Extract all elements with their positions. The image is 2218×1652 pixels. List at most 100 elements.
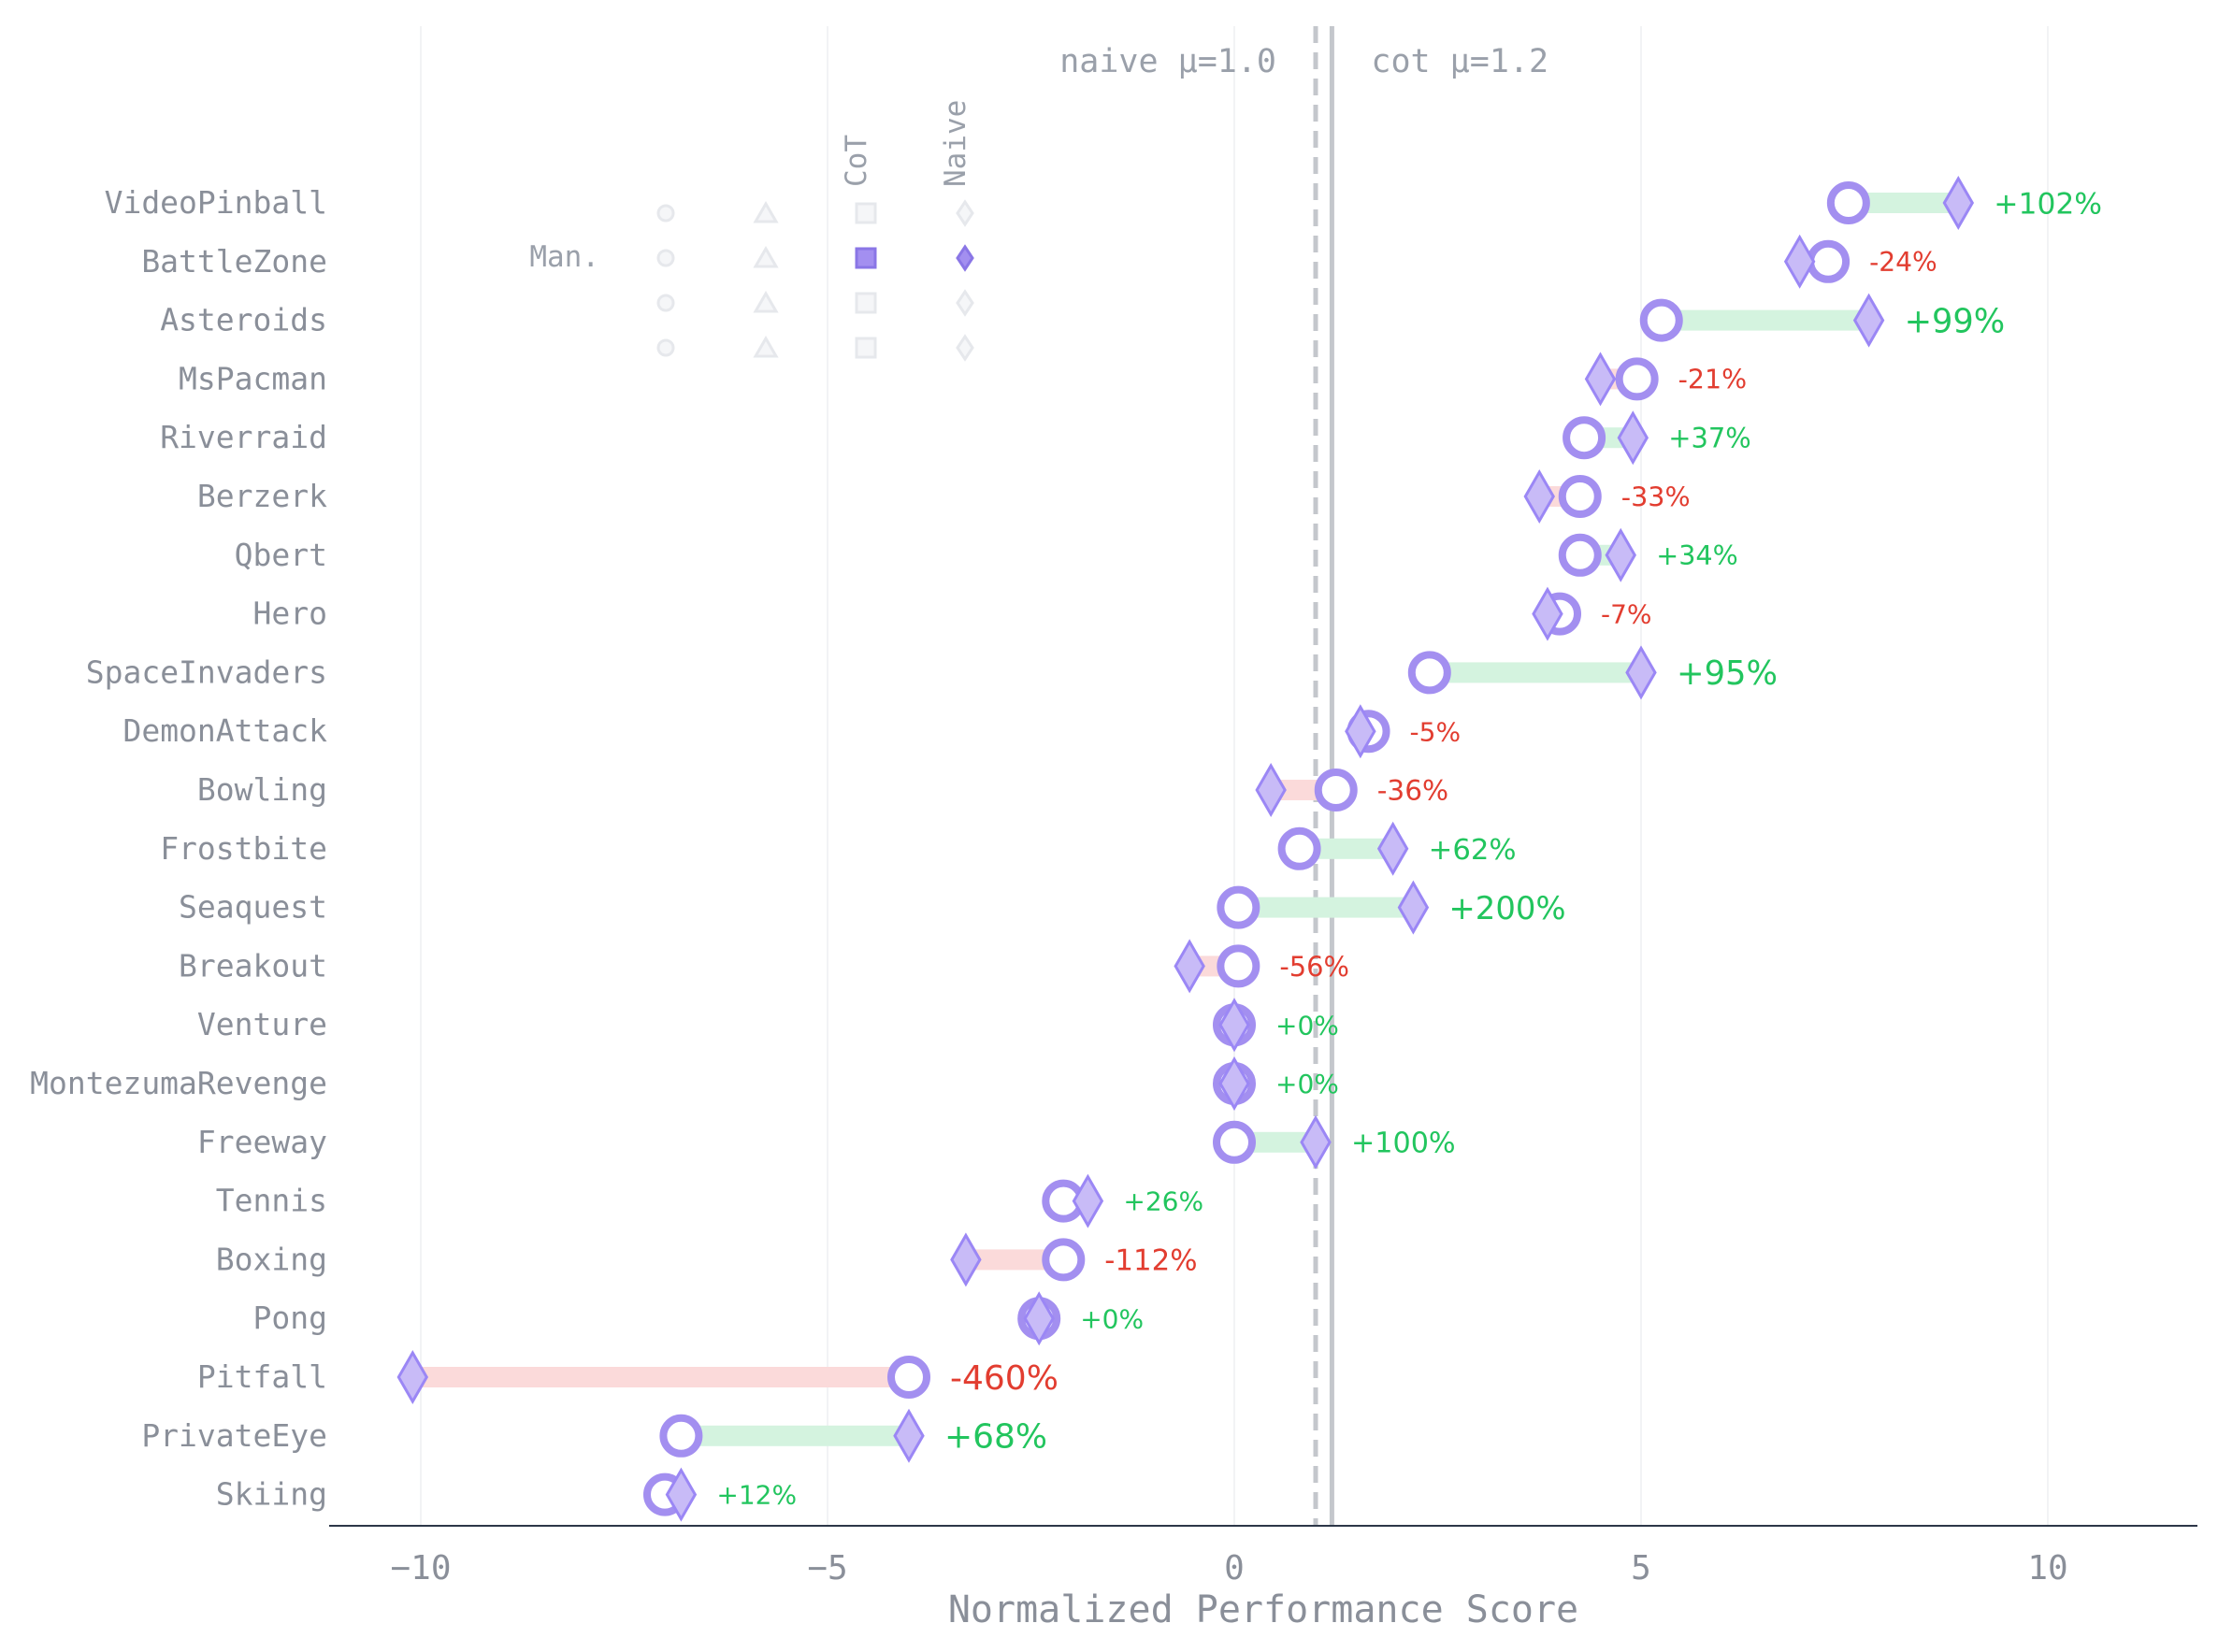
naive-marker [1942,175,1975,231]
x-tick-label: −5 [807,1549,847,1587]
game-label: MontezumaRevenge [30,1065,327,1101]
game-label: Pong [253,1300,327,1336]
naive-marker [1300,1114,1332,1170]
game-label: Pitfall [197,1358,327,1395]
game-label: Berzerk [197,478,327,514]
cot-marker [1826,181,1870,224]
connector-bar [1429,662,1641,683]
mean-label-naive: naive μ=1.0 [1059,43,1276,80]
grid-layer [420,26,2049,1526]
connector-bar [1299,838,1393,859]
labels: VideoPinball +102% BattleZone -24% Asteroids… [30,184,2102,1513]
cot-marker [1615,357,1659,401]
cot-marker [659,1414,703,1458]
change-label: +102% [1994,187,2102,221]
change-label: -112% [1104,1244,1197,1278]
x-tick-label: −10 [390,1549,451,1587]
game-label: VideoPinball [105,184,327,221]
legend-col-cot: CoT [840,135,873,187]
legend-diamond-icon [956,199,974,227]
naive-marker [1174,939,1205,994]
naive-marker [1605,527,1636,582]
naive-marker [1218,998,1250,1053]
x-tick-label: 0 [1224,1549,1245,1587]
change-label: -460% [950,1359,1059,1398]
naive-marker [893,1408,925,1463]
cot-marker [887,1356,930,1399]
naive-marker [1023,1291,1055,1346]
change-label: +100% [1351,1128,1456,1160]
change-label: +34% [1656,539,1738,571]
change-label: +99% [1905,302,2006,340]
game-label: PrivateEye [141,1417,327,1454]
mean-lines: naive μ=1.0 cot μ=1.2 [1059,26,1548,1526]
cot-marker [1217,885,1260,929]
legend-square-icon [855,337,877,359]
legend-circle-icon [656,249,675,267]
game-label: Bowling [197,771,327,808]
x-axis: −10 −5 0 5 10 Normalized Performance Score [329,1525,2197,1631]
change-label: +200% [1448,890,1565,927]
game-label: Boxing [216,1241,327,1277]
naive-marker [1584,352,1617,407]
game-label: DemonAttack [122,712,327,749]
change-label: +62% [1429,834,1517,867]
game-label: Venture [197,1006,327,1042]
legend-row-label: Man. [529,240,599,274]
connector-bar [965,1249,1064,1271]
cot-marker [1558,533,1602,577]
naive-marker [1523,468,1555,524]
cot-marker [1407,651,1451,695]
game-label: Riverraid [160,419,327,455]
legend-diamond-icon [956,334,974,362]
change-label: +0% [1275,1069,1339,1099]
connector-bar [1238,897,1414,918]
naive-marker [1625,645,1657,700]
cot-marker [1042,1238,1086,1282]
game-label: Tennis [216,1183,327,1219]
change-label: +68% [944,1418,1047,1457]
naive-marker [1617,410,1649,466]
legend-triangle-icon [753,201,779,223]
legend-square-icon [855,292,877,314]
change-label: -24% [1869,247,1937,278]
game-label: Seaquest [179,889,327,926]
cot-marker [1563,416,1606,460]
change-label: -56% [1279,951,1349,983]
change-label: +0% [1080,1303,1144,1334]
game-label: Asteroids [160,302,327,338]
legend-diamond-icon [956,289,974,317]
game-label: Skiing [216,1476,327,1513]
legend-square-icon [855,202,877,224]
game-label: SpaceInvaders [86,654,327,690]
legend-col-naive: Naive [939,100,972,187]
cot-marker [1217,944,1260,988]
naive-marker [1376,821,1409,876]
legend-triangle-icon [753,336,779,358]
legend-square-icon [855,247,877,269]
cot-marker [1807,239,1851,283]
cot-marker [1277,826,1321,870]
naive-marker [950,1232,982,1287]
naive-marker [1072,1173,1104,1228]
legend-triangle-icon [753,291,779,313]
game-label: Frostbite [160,830,327,867]
game-label: BattleZone [141,243,327,280]
cot-marker [1558,475,1602,518]
cot-marker [1639,298,1683,342]
game-label: Hero [253,596,327,632]
naive-marker [1532,586,1563,641]
game-label: Breakout [179,947,327,984]
naive-marker [1255,762,1287,818]
change-label: -5% [1410,716,1462,747]
legend-circle-icon [656,204,675,223]
markers [396,175,1975,1522]
connector-bar [1848,193,1959,213]
change-label: +37% [1668,423,1750,454]
mean-label-cot: cot μ=1.2 [1371,43,1548,80]
naive-marker [1397,880,1430,935]
change-label: -7% [1601,599,1652,630]
change-label: +95% [1677,654,1778,693]
naive-marker [665,1467,698,1522]
